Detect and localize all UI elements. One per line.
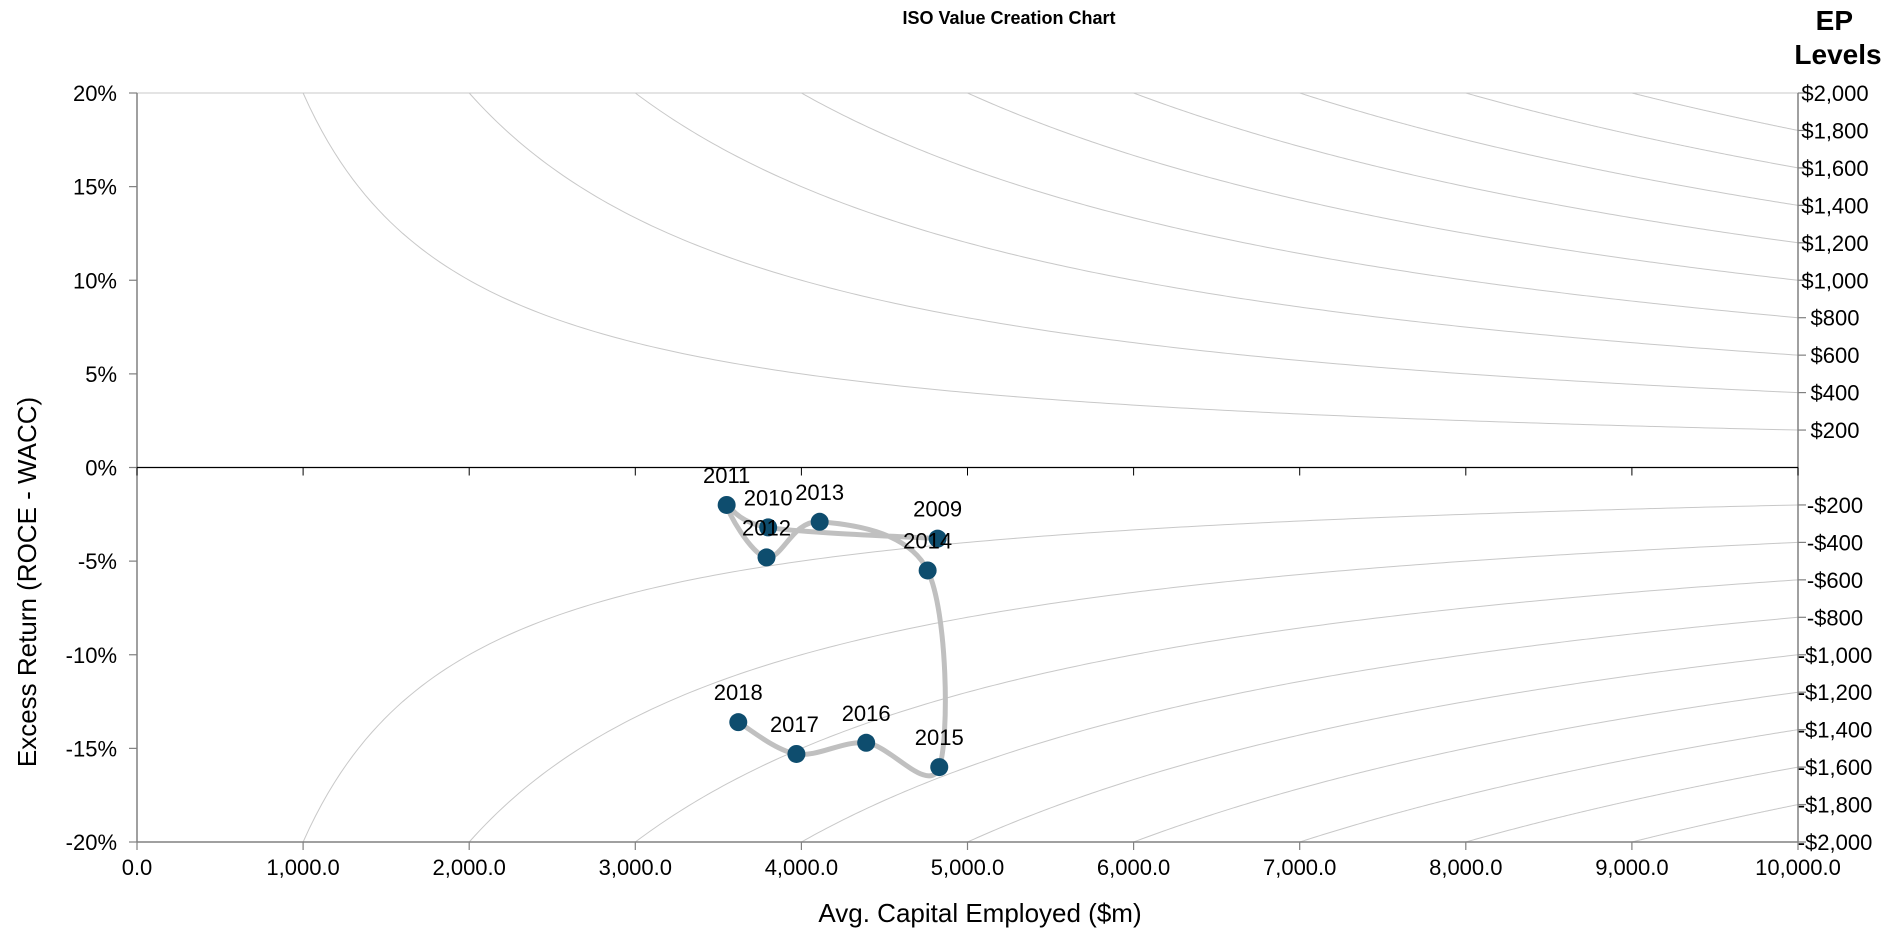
ep-level-label: $1,000: [1801, 268, 1868, 293]
data-point-2014: [918, 561, 937, 580]
ep-level-label: -$200: [1807, 493, 1863, 518]
ep-level-label: -$1,200: [1798, 680, 1873, 705]
chart-text: ISO Value Creation Chart EP Levels Avg. …: [12, 5, 1882, 928]
x-tick-label: 2,000.0: [432, 855, 505, 880]
iso-curve: [1465, 766, 1799, 843]
iso-curve: [967, 654, 1799, 843]
data-point-2009: [928, 529, 947, 548]
ep-level-label: -$2,000: [1798, 830, 1873, 855]
y-tick-label: 20%: [73, 81, 117, 106]
data-point-2010: [759, 518, 778, 537]
x-tick-label: 5,000.0: [931, 855, 1004, 880]
iso-curve: [302, 92, 1799, 431]
iso-curve: [801, 616, 1799, 843]
x-tick-label: 4,000.0: [765, 855, 838, 880]
data-point-2018: [729, 713, 748, 732]
x-tick-label: 10,000.0: [1755, 855, 1841, 880]
data-point-2013: [810, 512, 829, 531]
data-point-2012: [757, 548, 776, 567]
point-label-2011: 2011: [703, 463, 750, 488]
trajectory-path: [724, 501, 948, 779]
y-tick-label: -15%: [66, 736, 117, 761]
data-point-2017: [787, 744, 806, 763]
ep-level-label: $800: [1811, 306, 1860, 331]
iso-curve: [468, 541, 1799, 843]
point-label-2014: 2014: [903, 528, 952, 553]
iso-curve: [1133, 691, 1799, 843]
ep-level-label: -$800: [1807, 605, 1863, 630]
y-axis-label: Excess Return (ROCE - WACC): [12, 397, 42, 767]
ep-level-label: -$400: [1807, 530, 1863, 555]
ep-level-label: -$1,800: [1798, 793, 1873, 818]
ep-level-label: $1,400: [1801, 193, 1868, 218]
data-point-2015: [930, 758, 949, 777]
plot-frame: [129, 92, 1806, 850]
iso-curve: [1631, 92, 1799, 131]
iso-curve: [635, 579, 1799, 843]
x-tick-label: 0.0: [122, 855, 153, 880]
iso-ep-curves: [302, 92, 1799, 843]
point-label-2012: 2012: [742, 515, 791, 540]
x-tick-label: 6,000.0: [1097, 855, 1170, 880]
ep-level-label: -$1,400: [1798, 718, 1873, 743]
iso-curve: [635, 92, 1799, 356]
ep-level-label: -$1,600: [1798, 755, 1873, 780]
ep-level-label: -$1,000: [1798, 643, 1873, 668]
ep-level-label: $2,000: [1801, 81, 1868, 106]
ep-level-label: $600: [1811, 343, 1860, 368]
y-tick-label: -10%: [66, 643, 117, 668]
iso-curve: [1465, 92, 1799, 169]
point-label-2015: 2015: [915, 725, 964, 750]
ep-level-label: $1,800: [1801, 118, 1868, 143]
point-label-2010: 2010: [744, 485, 793, 510]
iso-curve: [1631, 804, 1799, 843]
x-axis-label: Avg. Capital Employed ($m): [818, 898, 1141, 928]
y-tick-label: -20%: [66, 830, 117, 855]
y-tick-label: 15%: [73, 175, 117, 200]
point-label-2018: 2018: [714, 680, 763, 705]
y-tick-label: 0%: [85, 456, 117, 481]
point-label-2009: 2009: [913, 497, 962, 522]
x-tick-label: 1,000.0: [266, 855, 339, 880]
iso-curve: [1299, 92, 1799, 206]
ep-level-label: $400: [1811, 381, 1860, 406]
y-tick-label: 10%: [73, 268, 117, 293]
iso-curve: [302, 504, 1799, 843]
x-tick-label: 7,000.0: [1263, 855, 1336, 880]
iso-curve: [801, 92, 1799, 319]
data-point-2016: [857, 733, 876, 752]
data-point-2011: [717, 495, 736, 514]
x-tick-label: 3,000.0: [599, 855, 672, 880]
iso-curve: [967, 92, 1799, 281]
ep-level-label: $200: [1811, 418, 1860, 443]
point-label-2017: 2017: [770, 712, 819, 737]
iso-curve: [468, 92, 1799, 394]
chart-title: ISO Value Creation Chart: [902, 8, 1115, 28]
point-label-2013: 2013: [795, 480, 844, 505]
ep-levels-heading: EP Levels: [1794, 5, 1881, 70]
trajectory-line: [724, 501, 948, 779]
x-tick-label: 8,000.0: [1429, 855, 1502, 880]
point-label-2016: 2016: [842, 701, 891, 726]
y-tick-label: 5%: [85, 362, 117, 387]
ep-level-label: $1,600: [1801, 156, 1868, 181]
y-tick-label: -5%: [78, 549, 117, 574]
ep-level-label: $1,200: [1801, 231, 1868, 256]
x-tick-label: 9,000.0: [1595, 855, 1668, 880]
data-points: [717, 495, 949, 777]
ep-level-label: -$600: [1807, 568, 1863, 593]
iso-curve: [1133, 92, 1799, 244]
iso-curve: [1299, 729, 1799, 843]
